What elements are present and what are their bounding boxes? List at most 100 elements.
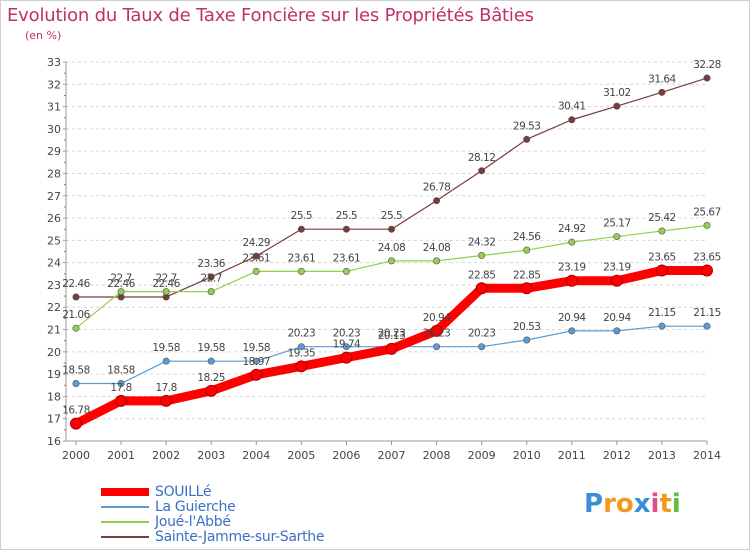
data-label: 19.58 xyxy=(197,342,225,354)
data-label: 20.94 xyxy=(558,312,586,324)
data-point xyxy=(520,282,533,295)
data-point xyxy=(523,246,531,254)
data-label: 25.17 xyxy=(603,218,631,230)
logo-letter: i xyxy=(671,489,681,519)
data-label: 22.7 xyxy=(110,273,131,285)
data-label: 20.23 xyxy=(333,328,361,340)
data-label: 18.58 xyxy=(62,364,90,376)
data-label: 19.58 xyxy=(243,342,271,354)
legend-item: SOUILLé xyxy=(101,483,324,500)
data-label: 20.53 xyxy=(513,321,541,333)
data-label: 25.5 xyxy=(381,210,402,222)
legend-item: Joué-l'Abbé xyxy=(101,513,324,530)
data-point xyxy=(387,225,395,233)
data-label: 21.15 xyxy=(693,307,721,319)
logo-letter: x xyxy=(633,489,651,519)
data-point xyxy=(207,288,215,296)
legend-label: Joué-l'Abbé xyxy=(155,513,231,530)
y-tick-label: 27 xyxy=(47,190,61,203)
data-point xyxy=(117,288,125,296)
data-point xyxy=(387,257,395,265)
data-label: 25.5 xyxy=(291,210,312,222)
data-point xyxy=(568,238,576,246)
data-label: 20.94 xyxy=(423,312,451,324)
proxiti-logo: Proxiti xyxy=(584,489,681,519)
data-label: 28.12 xyxy=(468,152,496,164)
data-label: 19.58 xyxy=(152,342,180,354)
data-label: 18.58 xyxy=(107,364,135,376)
y-tick-label: 19 xyxy=(47,368,61,381)
legend-swatch-sainte-jamme xyxy=(101,535,149,538)
data-point xyxy=(703,221,711,229)
data-labels: 22.46 22.46 22.46 23.36 24.29 25.5 25.5 25.5 26.… xyxy=(62,59,721,417)
logo-letter: t xyxy=(659,489,672,519)
data-point xyxy=(658,88,666,96)
data-label: 22.85 xyxy=(468,269,496,281)
data-label: 19.35 xyxy=(288,347,316,359)
data-label: 20.94 xyxy=(603,312,631,324)
y-tick-label: 24 xyxy=(47,257,61,270)
data-point xyxy=(162,357,170,365)
data-label: 31.64 xyxy=(648,73,676,85)
data-label: 25.5 xyxy=(336,210,357,222)
data-point xyxy=(478,252,486,260)
data-label: 23.19 xyxy=(603,262,631,274)
x-tick-label: 2008 xyxy=(423,449,451,462)
data-label: 18.25 xyxy=(197,372,225,384)
data-label: 20.23 xyxy=(423,328,451,340)
data-point xyxy=(478,343,486,351)
data-point xyxy=(478,167,486,175)
legend-swatch-souille xyxy=(101,487,149,496)
y-tick-label: 28 xyxy=(47,167,61,180)
legend-swatch-la-guierche xyxy=(101,505,149,508)
x-tick-label: 2012 xyxy=(603,449,631,462)
data-label: 23.19 xyxy=(558,262,586,274)
x-tick-label: 2000 xyxy=(62,449,90,462)
y-tick-label: 18 xyxy=(47,390,61,403)
data-label: 25.42 xyxy=(648,212,676,224)
data-point xyxy=(613,327,621,335)
x-tick-label: 2004 xyxy=(242,449,270,462)
data-label: 17.8 xyxy=(155,382,176,394)
logo-letter: o xyxy=(615,489,634,519)
data-point xyxy=(568,116,576,124)
logo-letter: r xyxy=(603,489,616,519)
y-tick-label: 21 xyxy=(47,324,61,337)
data-label: 24.92 xyxy=(558,223,586,235)
data-point xyxy=(70,417,82,430)
data-label: 20.23 xyxy=(378,328,406,340)
data-point xyxy=(115,394,128,407)
data-point xyxy=(568,327,576,335)
data-point xyxy=(252,267,260,275)
data-point xyxy=(207,273,215,281)
y-tick-label: 30 xyxy=(47,123,61,136)
x-tick-label: 2005 xyxy=(287,449,315,462)
data-point xyxy=(433,197,441,205)
y-tick-label: 25 xyxy=(47,234,61,247)
y-tick-label: 17 xyxy=(47,413,61,426)
data-point xyxy=(72,293,80,301)
data-point xyxy=(252,357,260,365)
legend-label: SOUILLé xyxy=(155,483,212,500)
legend-item: La Guierche xyxy=(101,498,324,515)
data-label: 17.8 xyxy=(110,382,131,394)
data-label: 22.46 xyxy=(107,278,135,290)
data-point xyxy=(117,379,125,387)
data-point xyxy=(297,343,305,351)
data-point xyxy=(610,274,623,287)
x-tick-label: 2010 xyxy=(513,449,541,462)
data-point xyxy=(297,267,305,275)
x-tick-label: 2011 xyxy=(558,449,586,462)
data-point xyxy=(433,257,441,265)
data-label: 32.28 xyxy=(693,59,721,71)
legend-label: La Guierche xyxy=(155,498,236,515)
data-label: 31.02 xyxy=(603,87,631,99)
data-point xyxy=(701,264,713,277)
data-point xyxy=(703,322,711,330)
logo-letter: i xyxy=(650,489,660,519)
y-tick-label: 26 xyxy=(47,212,61,225)
data-label: 20.23 xyxy=(468,328,496,340)
data-point xyxy=(252,252,260,260)
data-label: 19.74 xyxy=(333,339,361,351)
chart-title: Evolution du Taux de Taxe Foncière sur l… xyxy=(7,5,534,26)
